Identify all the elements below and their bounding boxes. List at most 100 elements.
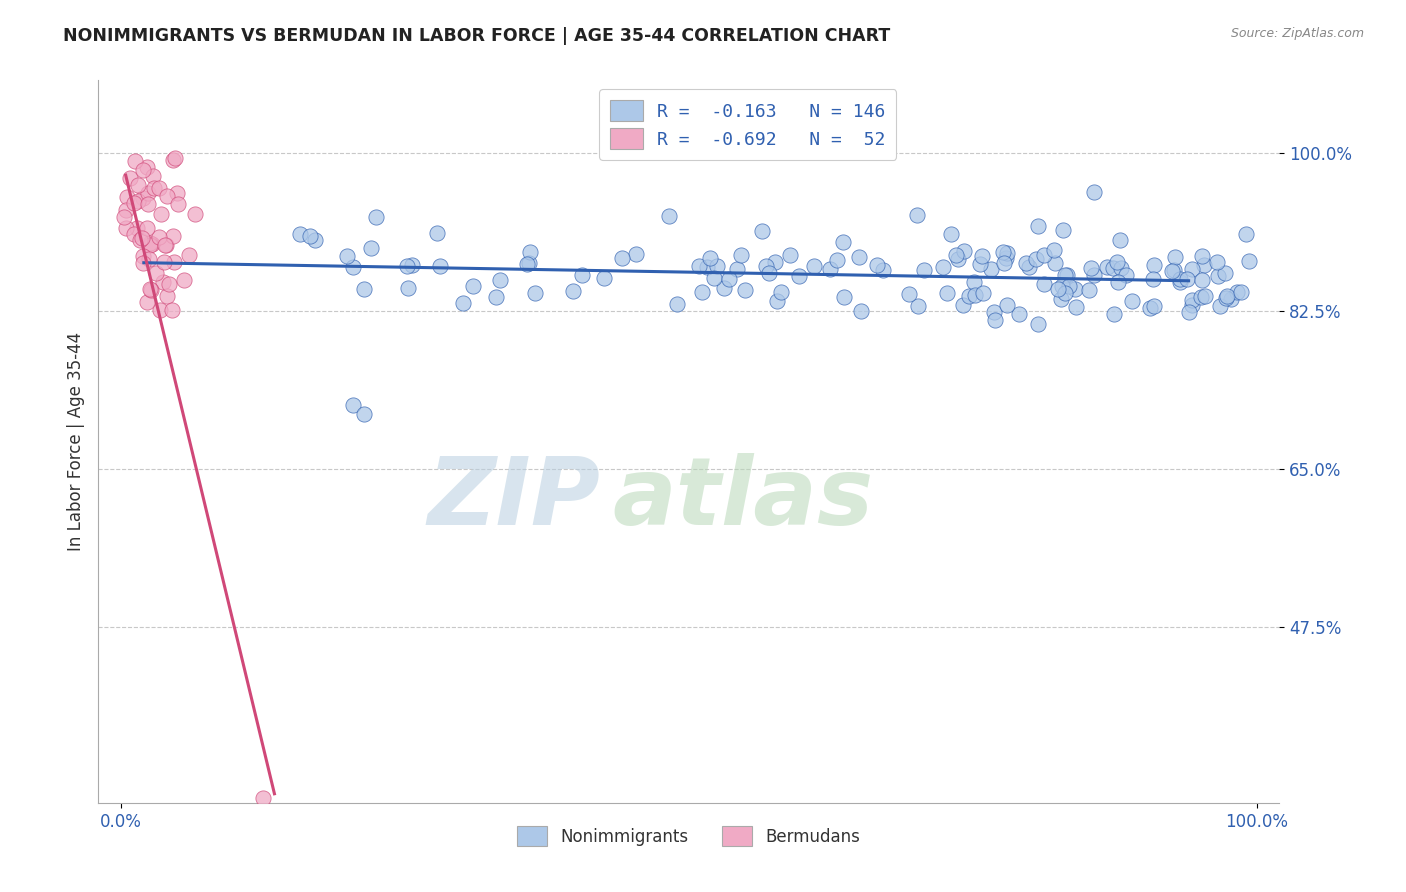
Point <box>1215 291 1237 305</box>
Point <box>1189 290 1212 304</box>
Point <box>1107 275 1129 289</box>
Point <box>1121 293 1143 308</box>
Point <box>717 272 740 286</box>
Point <box>907 299 929 313</box>
Point <box>1056 268 1078 282</box>
Point <box>149 303 172 318</box>
Point <box>288 227 311 241</box>
Point <box>1161 264 1184 278</box>
Point <box>1115 268 1137 282</box>
Point <box>665 296 688 310</box>
Point <box>1209 299 1232 313</box>
Point <box>1018 260 1040 274</box>
Point <box>734 283 756 297</box>
Point <box>1229 285 1251 300</box>
Point <box>426 226 449 240</box>
Point <box>1234 227 1257 241</box>
Point <box>730 248 752 262</box>
Point <box>353 408 375 422</box>
Point <box>936 285 959 300</box>
Point <box>1164 250 1187 264</box>
Point <box>1237 254 1260 268</box>
Point <box>342 398 364 412</box>
Point <box>148 180 170 194</box>
Point <box>1178 305 1201 319</box>
Point <box>755 259 778 273</box>
Point <box>690 285 713 300</box>
Point <box>758 266 780 280</box>
Point <box>948 252 970 267</box>
Point <box>138 252 160 267</box>
Point <box>165 151 187 165</box>
Point <box>658 209 681 223</box>
Point <box>131 256 153 270</box>
Point <box>1181 298 1204 312</box>
Point <box>429 260 451 274</box>
Point <box>461 279 484 293</box>
Point <box>1102 307 1125 321</box>
Point <box>1142 271 1164 285</box>
Y-axis label: In Labor Force | Age 35-44: In Labor Force | Age 35-44 <box>66 332 84 551</box>
Point <box>725 261 748 276</box>
Point <box>1194 289 1216 303</box>
Point <box>173 273 195 287</box>
Point <box>571 268 593 282</box>
Point <box>396 281 419 295</box>
Text: Source: ZipAtlas.com: Source: ZipAtlas.com <box>1230 27 1364 40</box>
Point <box>1109 260 1132 275</box>
Point <box>939 227 962 241</box>
Point <box>143 181 166 195</box>
Point <box>118 170 141 185</box>
Point <box>993 244 1015 259</box>
Point <box>142 169 165 184</box>
Point <box>957 289 980 303</box>
Point <box>848 250 870 264</box>
Point <box>162 302 183 317</box>
Point <box>136 186 159 201</box>
Point <box>342 260 364 274</box>
Point <box>1033 248 1056 262</box>
Point <box>139 238 162 252</box>
Point <box>1181 293 1204 307</box>
Point <box>401 258 423 272</box>
Point <box>485 290 508 304</box>
Point <box>127 178 149 192</box>
Point <box>155 238 177 252</box>
Point <box>1064 301 1087 315</box>
Point <box>1181 262 1204 277</box>
Point <box>1083 185 1105 199</box>
Point <box>489 273 512 287</box>
Point <box>1206 255 1229 269</box>
Point <box>1143 299 1166 313</box>
Point <box>1050 278 1073 293</box>
Point <box>360 241 382 255</box>
Point <box>905 208 928 222</box>
Point <box>167 197 190 211</box>
Point <box>980 261 1002 276</box>
Point <box>696 260 718 274</box>
Text: NONIMMIGRANTS VS BERMUDAN IN LABOR FORCE | AGE 35-44 CORRELATION CHART: NONIMMIGRANTS VS BERMUDAN IN LABOR FORCE… <box>63 27 890 45</box>
Point <box>298 229 321 244</box>
Point <box>155 189 177 203</box>
Point <box>1102 260 1125 275</box>
Point <box>703 271 725 285</box>
Point <box>145 267 167 281</box>
Point <box>787 268 810 283</box>
Point <box>153 254 176 268</box>
Point <box>1175 272 1198 286</box>
Point <box>1015 255 1038 269</box>
Point <box>136 295 159 310</box>
Point <box>1109 233 1132 247</box>
Point <box>1216 289 1239 303</box>
Point <box>1226 285 1249 300</box>
Point <box>1078 283 1101 297</box>
Point <box>1213 266 1236 280</box>
Point <box>765 255 787 269</box>
Point <box>983 312 1005 326</box>
Point <box>519 255 541 269</box>
Point <box>995 298 1018 312</box>
Point <box>1026 317 1049 331</box>
Point <box>803 260 825 274</box>
Point <box>770 285 793 300</box>
Point <box>688 259 710 273</box>
